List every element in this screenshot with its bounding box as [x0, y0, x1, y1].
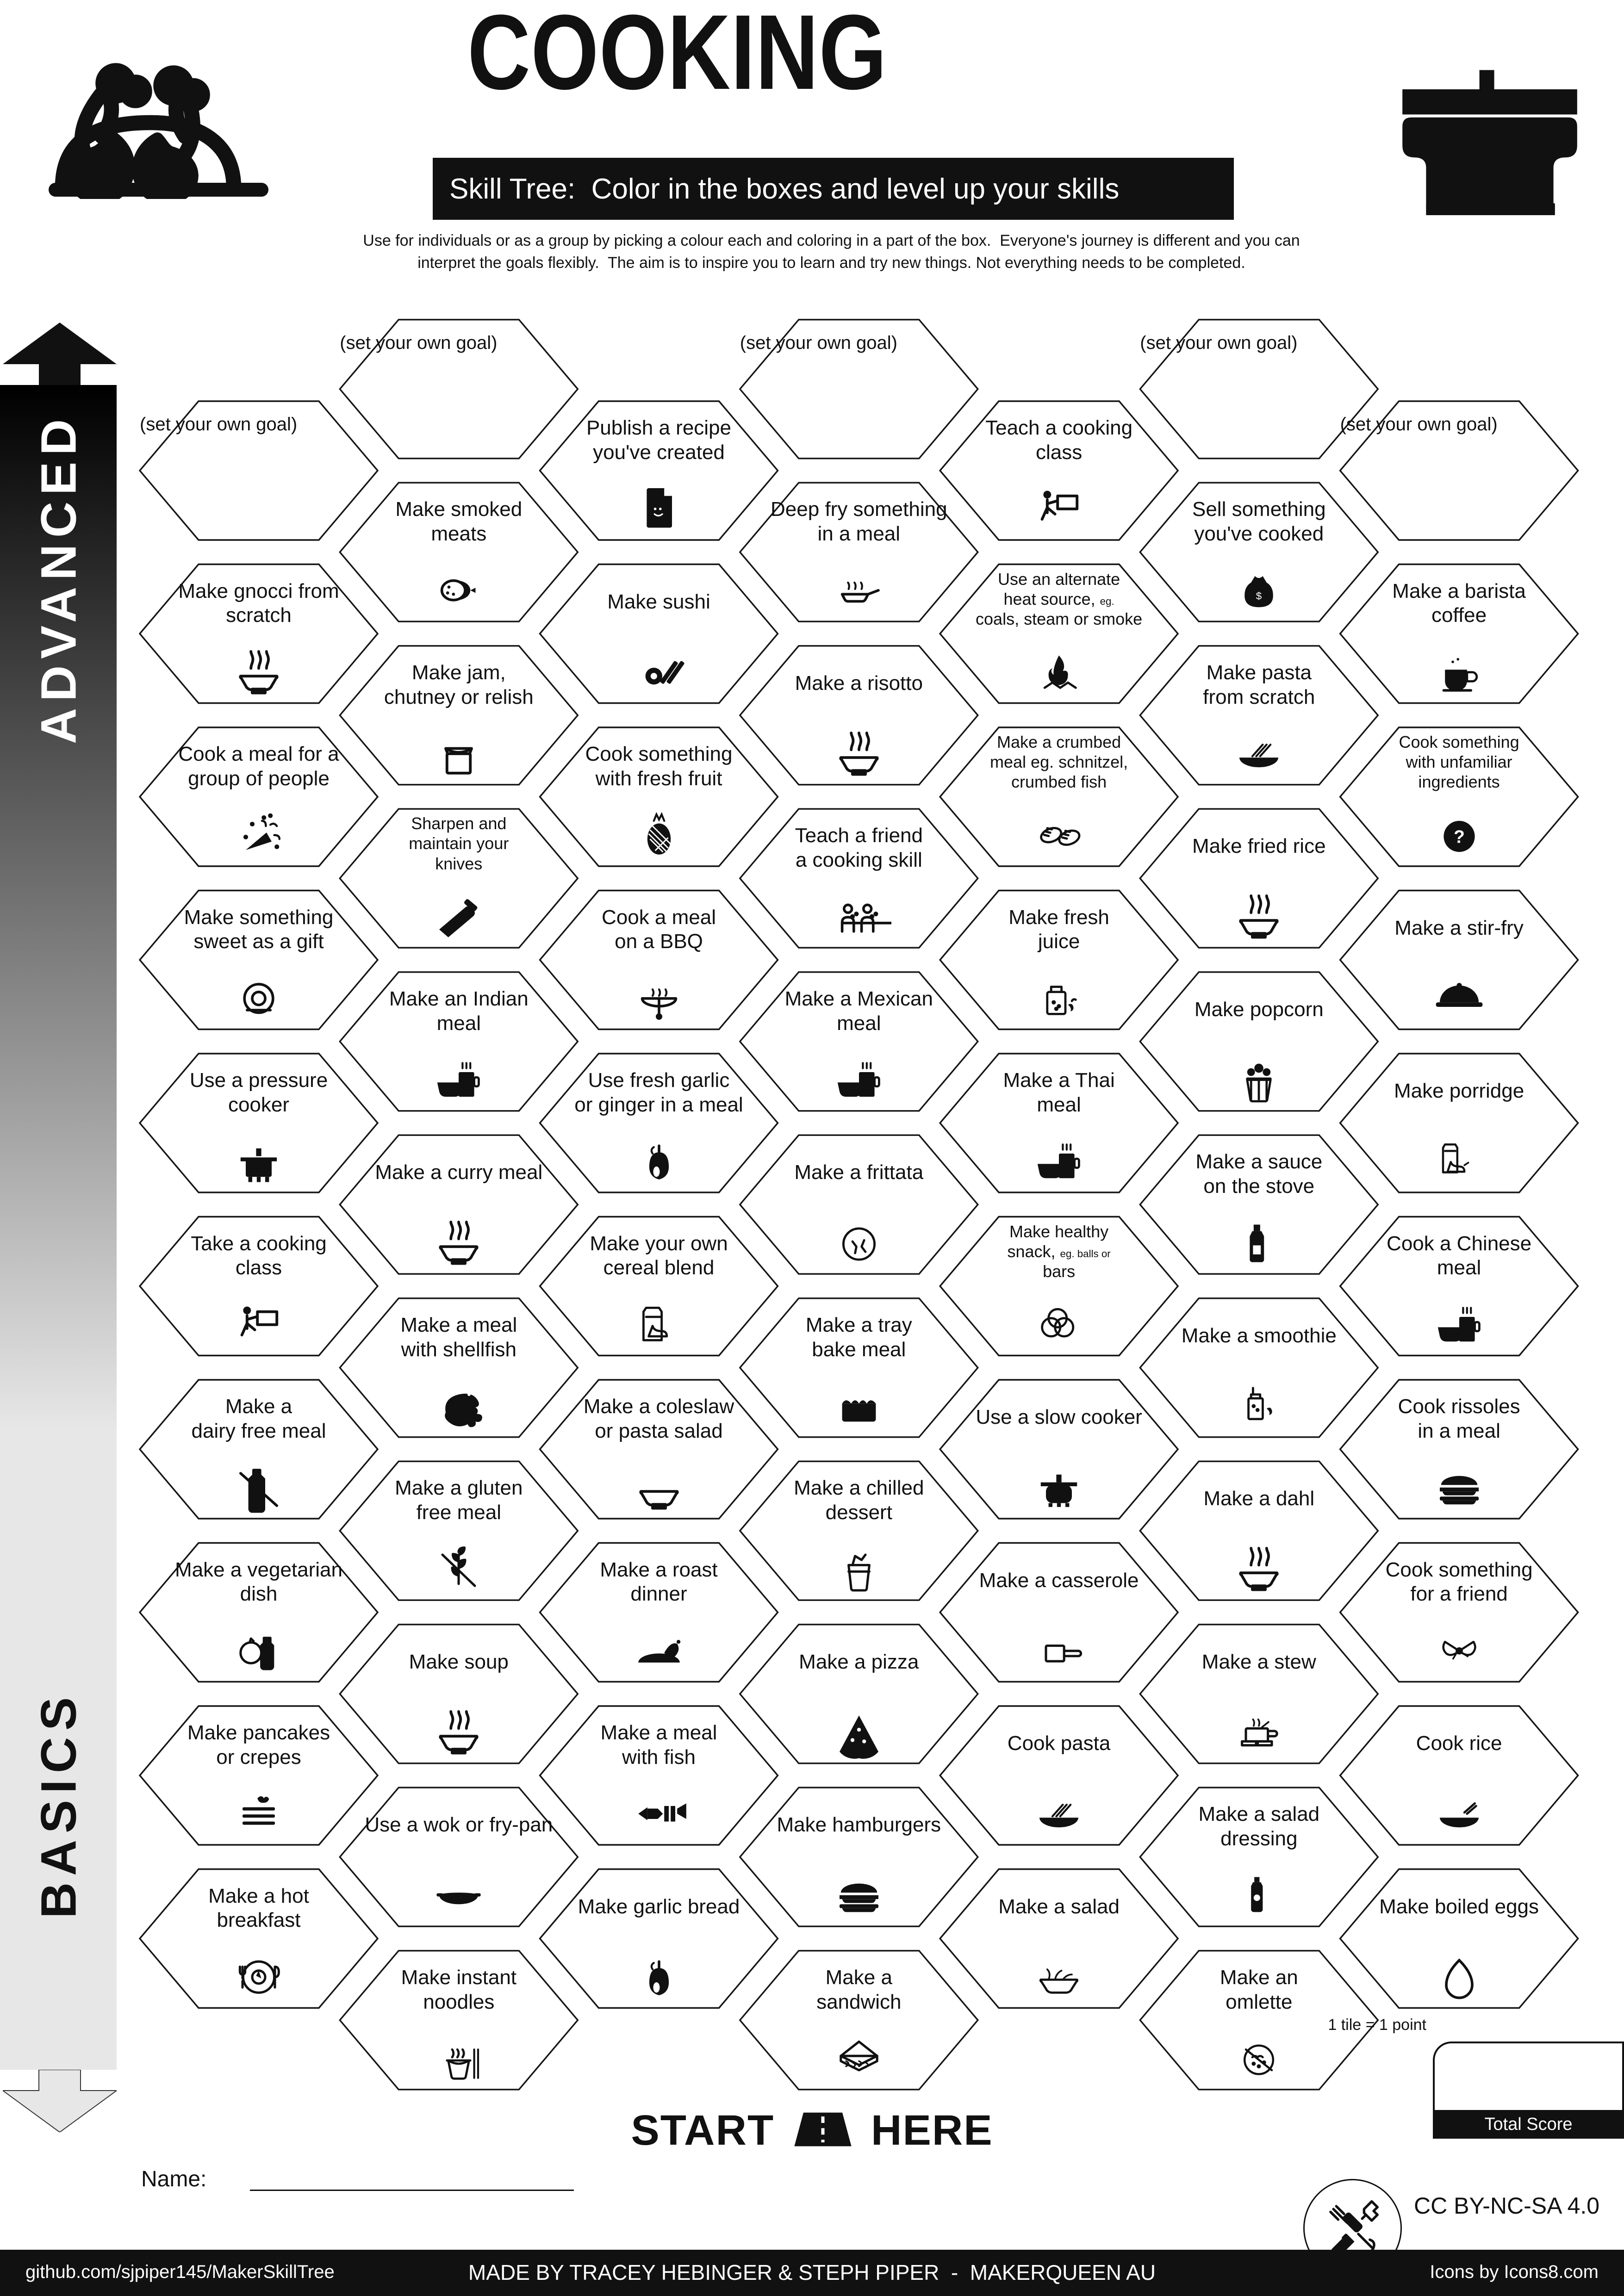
- svg-text:$: $: [1256, 590, 1262, 602]
- svg-text:?: ?: [1454, 827, 1465, 847]
